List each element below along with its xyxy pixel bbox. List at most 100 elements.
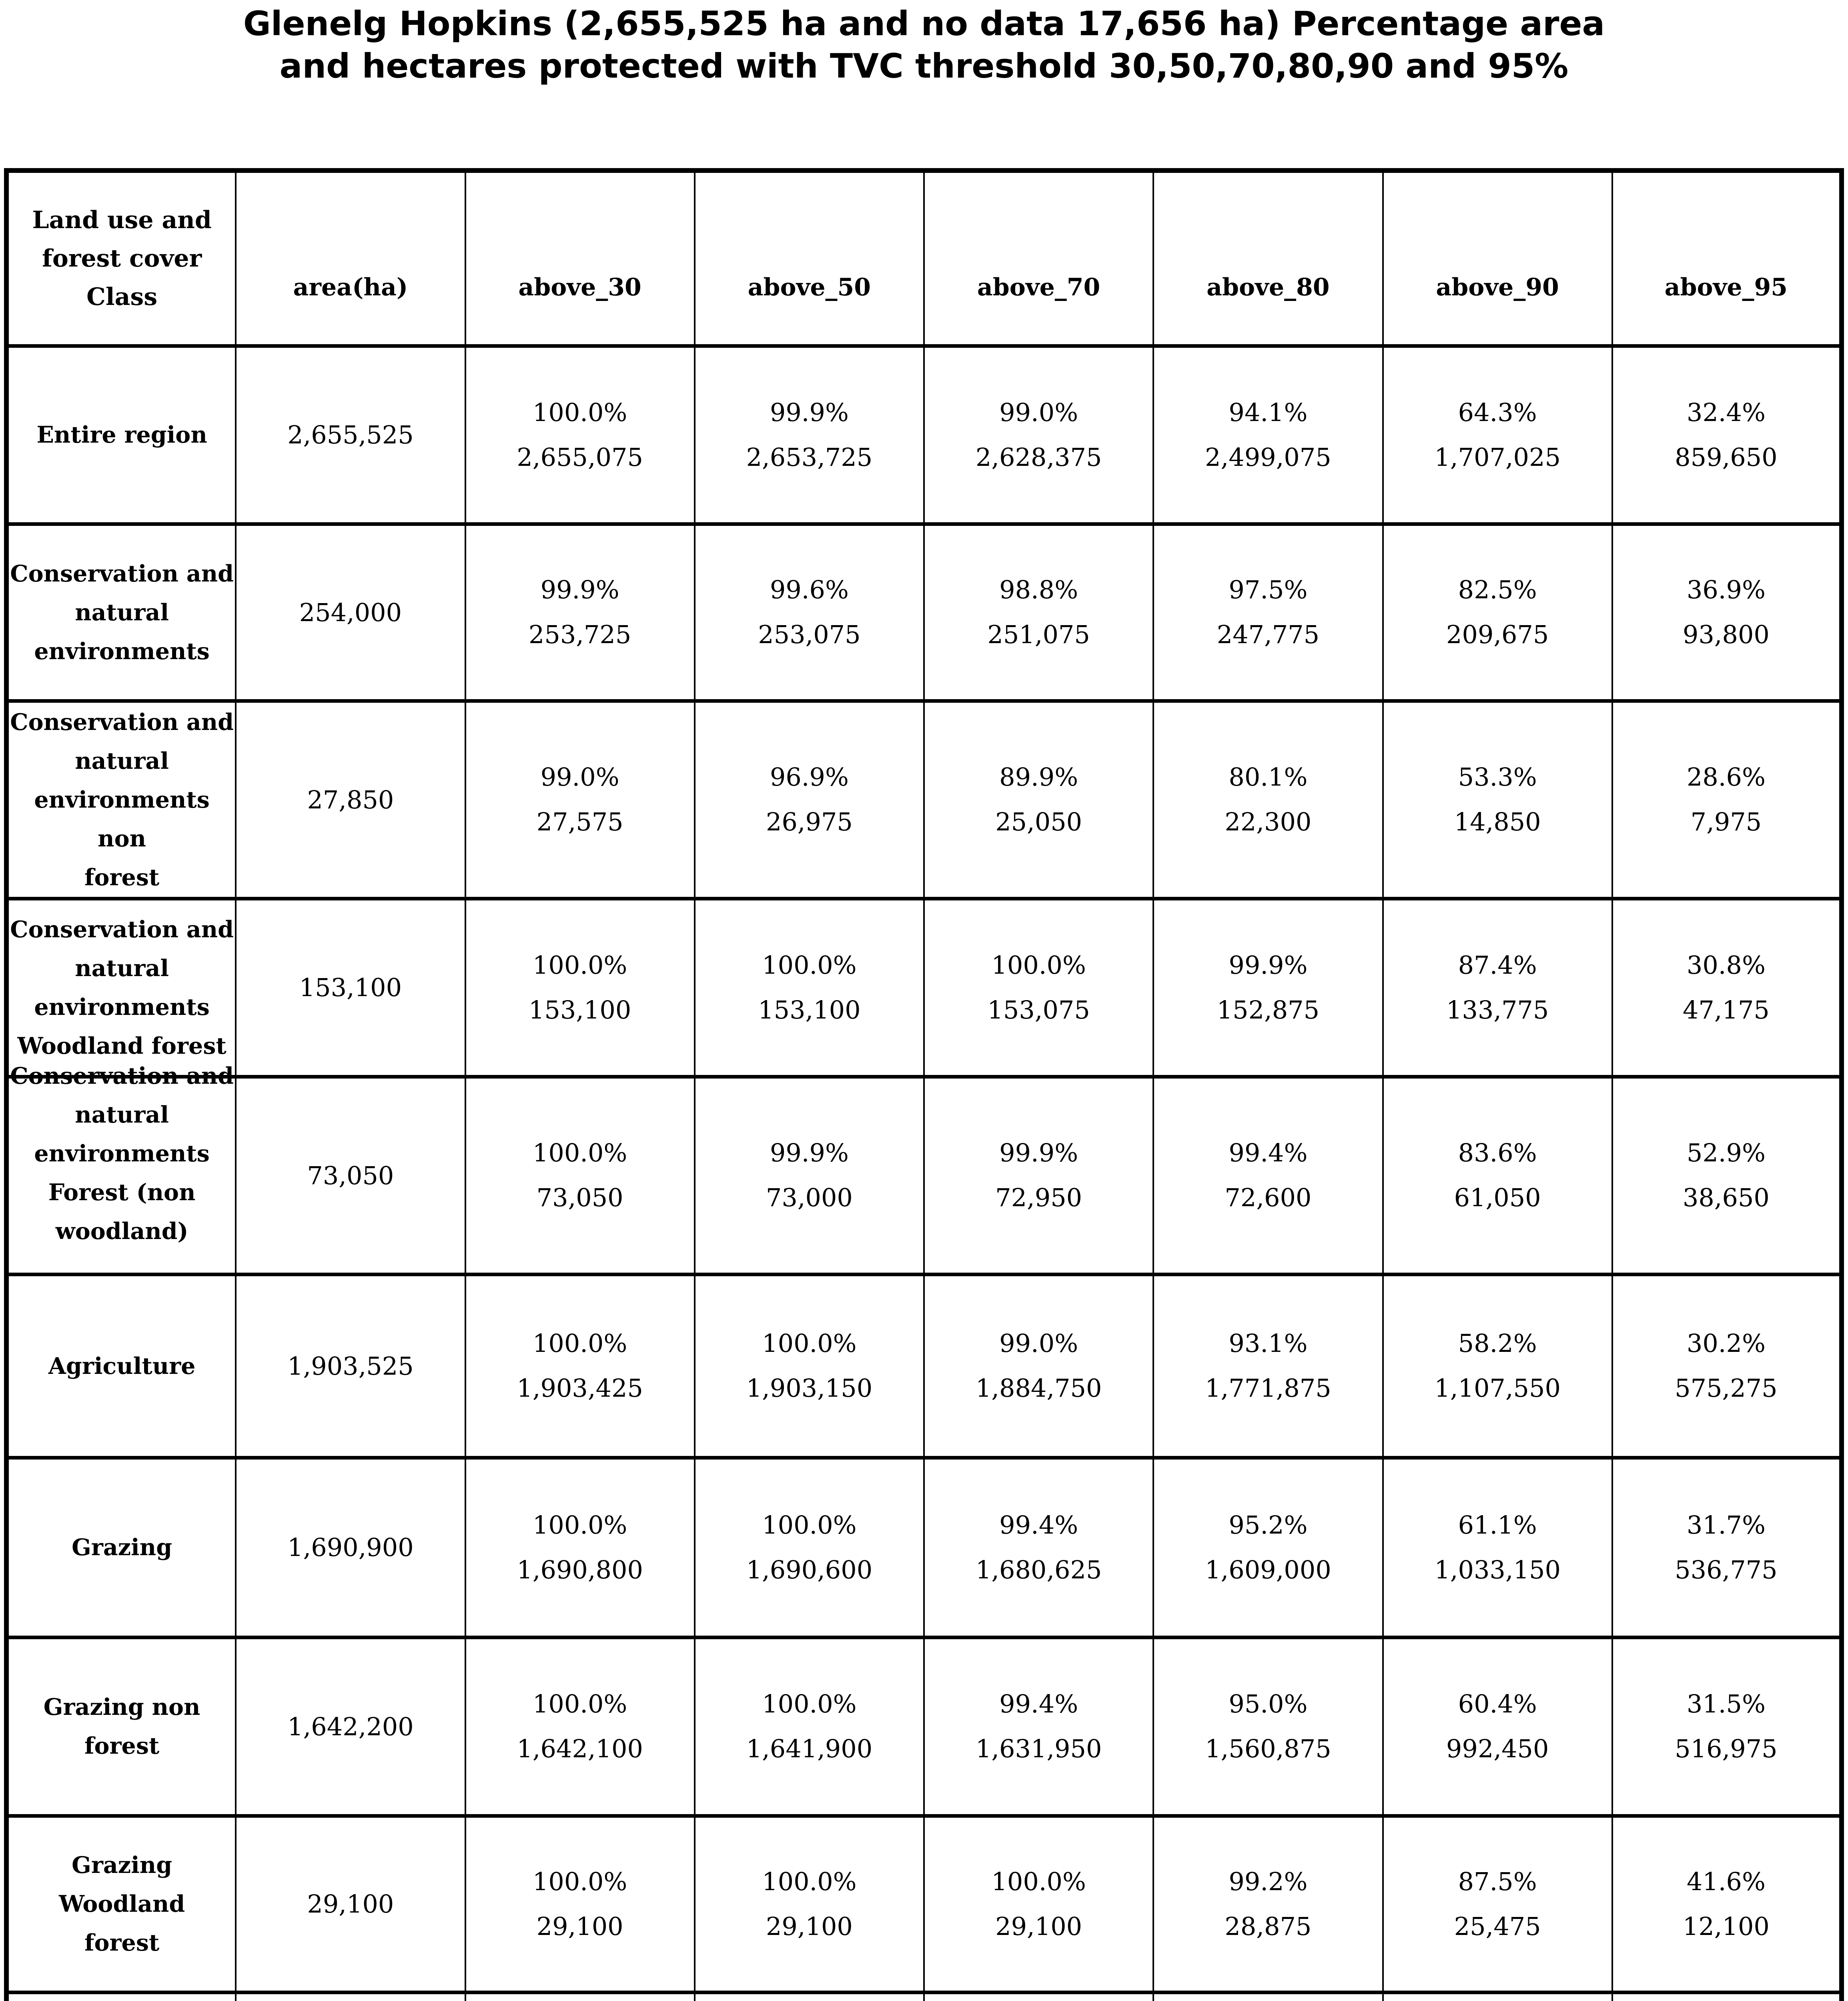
pct: 87.5% — [1458, 1867, 1537, 1896]
page-title: Glenelg Hopkins (2,655,525 ha and no dat… — [0, 2, 1848, 87]
table-row-conservation-forest-non-woodland: Conservation and natural environments Fo… — [5, 1063, 1843, 1276]
row-label: Grazing non forest — [5, 1635, 237, 1818]
above-70-cell: 99.0% 2,628,375 — [923, 344, 1154, 526]
above-50-cell: 100.0% 153,100 — [694, 896, 925, 1079]
pct: 52.9% — [1686, 1138, 1766, 1167]
above-30-cell: 100.0% 73,050 — [464, 1075, 696, 1276]
pct: 28.6% — [1686, 762, 1766, 792]
val: 516,975 — [1675, 1734, 1778, 1763]
val: 7,975 — [1690, 807, 1762, 836]
pct: 95.0% — [1229, 1689, 1308, 1718]
val: 536,775 — [1675, 1555, 1778, 1584]
col-header-area: area(ha) — [235, 168, 466, 348]
val: 859,650 — [1675, 442, 1778, 472]
col-header-above-80: above_80 — [1152, 168, 1384, 348]
table-row-grazing: Grazing 1,690,900 100.0% 1,690,800 100.0%… — [5, 1456, 1843, 1639]
above-90-cell: 53.3% 14,850 — [1382, 699, 1613, 900]
above-50-cell: 100.0% 1,641,900 — [694, 1635, 925, 1818]
pct: 83.6% — [1458, 1138, 1537, 1167]
above-70-cell: 99.0% 1,884,750 — [923, 1272, 1154, 1460]
above-90-cell: 58.2% 1,107,550 — [1382, 1272, 1613, 1460]
col-header-class: Land use and forest cover Class — [5, 168, 237, 348]
above-90-cell: 87.5% 25,475 — [1382, 1814, 1613, 1994]
row-label-text: Conservation and natural environments Fo… — [10, 1062, 234, 1245]
val: 93,800 — [1682, 620, 1770, 649]
pct: 32.4% — [1686, 397, 1766, 427]
page-title-line1: Glenelg Hopkins (2,655,525 ha and no dat… — [243, 4, 1605, 43]
pct: 89.9% — [999, 762, 1078, 792]
pct: 100.0% — [532, 1510, 627, 1540]
pct: 100.0% — [991, 950, 1086, 980]
pct: 99.0% — [999, 397, 1078, 427]
above-50-cell: 100.0% 29,100 — [694, 1814, 925, 1994]
row-label: Conservation and natural environments Wo… — [5, 896, 237, 1079]
pct: 100.0% — [762, 1329, 857, 1358]
pct: 99.0% — [540, 762, 619, 792]
above-80-cell: 94.1% 2,499,075 — [1152, 344, 1384, 526]
pct: 41.6% — [1686, 1867, 1766, 1896]
above-80-cell: 99.4% 72,600 — [1152, 1075, 1384, 1276]
pct: 99.2% — [1229, 1867, 1308, 1896]
pct: 99.0% — [999, 1329, 1078, 1358]
table-row-agriculture: Agriculture 1,903,525 100.0% 1,903,425 10… — [5, 1272, 1843, 1460]
val: 28,875 — [1225, 1911, 1312, 1941]
area-cell: 210,975 — [235, 1990, 466, 2001]
val: 153,100 — [528, 995, 631, 1025]
val: 47,175 — [1682, 995, 1770, 1025]
val: 22,300 — [1225, 807, 1312, 836]
val: 25,475 — [1454, 1911, 1541, 1941]
val: 1,107,550 — [1434, 1373, 1561, 1403]
pct: 99.9% — [770, 1138, 849, 1167]
above-80-cell: 95.0% 1,560,875 — [1152, 1635, 1384, 1818]
above-30-cell: 100.0% 2,655,075 — [464, 344, 696, 526]
pct: 99.9% — [999, 1138, 1078, 1167]
above-80-cell: 80.1% 22,300 — [1152, 699, 1384, 900]
pct: 99.9% — [540, 575, 619, 604]
row-label: Cropping — [5, 1990, 237, 2001]
area-cell: 1,642,200 — [235, 1635, 466, 1818]
above-95-cell: 36.9% 93,800 — [1611, 522, 1843, 703]
above-80-cell: 97.5% 247,775 — [1152, 522, 1384, 703]
above-50-cell: 100.0% 1,903,150 — [694, 1272, 925, 1460]
pct: 60.4% — [1458, 1689, 1537, 1718]
val: 1,609,000 — [1205, 1555, 1331, 1584]
above-95-cell: 31.7% 536,775 — [1611, 1456, 1843, 1639]
above-95-cell: 30.8% 47,175 — [1611, 896, 1843, 1079]
area-cell: 29,100 — [235, 1814, 466, 1994]
above-70-cell: 99.9% 72,950 — [923, 1075, 1154, 1276]
pct: 100.0% — [532, 1138, 627, 1167]
above-90-cell: 35.0%73,925 — [1382, 1990, 1613, 2001]
pct: 98.8% — [999, 575, 1078, 604]
above-95-cell: 30.2% 575,275 — [1611, 1272, 1843, 1460]
above-80-cell: 95.2% 1,609,000 — [1152, 1456, 1384, 1639]
pct: 53.3% — [1458, 762, 1537, 792]
val: 73,000 — [766, 1183, 853, 1212]
pct: 58.2% — [1458, 1329, 1537, 1358]
above-30-cell: 100.0% 153,100 — [464, 896, 696, 1079]
area-cell: 1,690,900 — [235, 1456, 466, 1639]
val: 992,450 — [1446, 1734, 1549, 1763]
above-50-cell: 96.9% 26,975 — [694, 699, 925, 900]
above-50-cell: 99.9% 2,653,725 — [694, 344, 925, 526]
val: 153,075 — [987, 995, 1090, 1025]
above-80-cell: 76.6%161,650 — [1152, 1990, 1384, 2001]
col-header-above-70: above_70 — [923, 168, 1154, 348]
pct: 99.9% — [770, 397, 849, 427]
tvc-threshold-table: Land use and forest cover Class area(ha)… — [4, 168, 1844, 2001]
val: 38,650 — [1682, 1183, 1770, 1212]
pct: 80.1% — [1229, 762, 1308, 792]
above-70-cell: 100.0% 153,075 — [923, 896, 1154, 1079]
val: 14,850 — [1454, 807, 1541, 836]
val: 1,884,750 — [975, 1373, 1102, 1403]
val: 29,100 — [766, 1911, 853, 1941]
pct: 61.1% — [1458, 1510, 1537, 1540]
above-50-cell: 100.0% 1,690,600 — [694, 1456, 925, 1639]
above-80-cell: 99.2% 28,875 — [1152, 1814, 1384, 1994]
val: 61,050 — [1454, 1183, 1541, 1212]
area-cell: 27,850 — [235, 699, 466, 900]
area-cell: 254,000 — [235, 522, 466, 703]
pct: 100.0% — [532, 950, 627, 980]
pct: 100.0% — [532, 1867, 627, 1896]
above-95-cell: 32.4% 859,650 — [1611, 344, 1843, 526]
col-header-above-95: above_95 — [1611, 168, 1843, 348]
